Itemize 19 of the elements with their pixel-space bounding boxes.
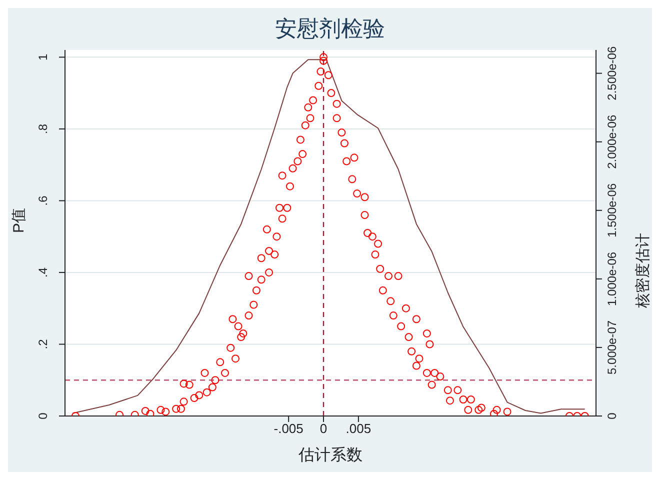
y-tick-label: .8: [36, 124, 50, 134]
y2-axis-title: 核密度估计: [634, 233, 652, 309]
y-axis-title: P值: [10, 208, 28, 233]
y-tick-label: .6: [36, 195, 50, 206]
chart-title: 安慰剂检验: [274, 15, 386, 43]
x-tick-label: -.005: [274, 421, 304, 436]
x-axis-title: 估计系数: [298, 446, 362, 464]
y-tick-label: .2: [36, 338, 50, 350]
y2-tick-label: 1.500e-06: [605, 183, 619, 238]
x-tick-label: 0: [320, 421, 328, 436]
y-tick-label: 1: [36, 54, 50, 61]
y2-tick-label: 5.000e-07: [605, 320, 619, 374]
x-tick-label: .005: [346, 421, 372, 436]
y-tick-label: 0: [36, 412, 50, 420]
y2-tick-label: 0: [605, 412, 619, 420]
y2-tick-label: 2.500e-06: [605, 46, 619, 100]
y2-tick-label: 1.000e-06: [605, 252, 619, 306]
y2-tick-label: 2.000e-06: [605, 114, 619, 169]
y-tick-label: .4: [36, 267, 50, 278]
